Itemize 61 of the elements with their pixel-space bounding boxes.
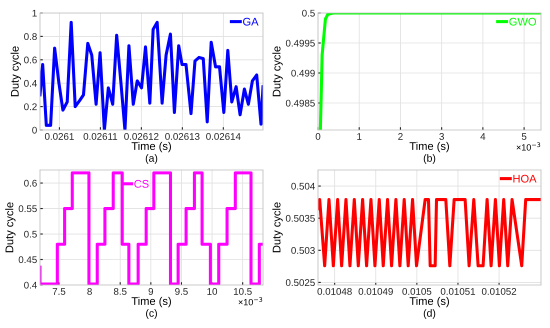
text: ×10$^{−3}$ <box>238 297 262 306</box>
x-tick-label: 4 <box>480 133 486 140</box>
text: (a) <box>146 154 158 164</box>
x-tick-label: 3 <box>439 133 444 140</box>
x-tick-label: 9 <box>148 288 154 295</box>
y-tick-label: 0 <box>32 126 37 134</box>
legend-label: GWO <box>509 18 536 26</box>
legend-label: HOA <box>513 174 537 183</box>
y-tick-label: 0.8 <box>24 33 37 40</box>
x-axis-title: Time (s) <box>410 142 449 152</box>
legend-label: CS <box>134 180 149 188</box>
y-tick-label: 0.6 <box>24 56 37 64</box>
x-tick-label: 9.5 <box>175 288 188 295</box>
y-tick-label: 0.2 <box>24 103 37 110</box>
x-tick-label: 0.01049 <box>358 288 393 295</box>
x-tick-label: 0.01048 <box>317 288 352 295</box>
y-tick-label: 0.4985 <box>286 100 315 107</box>
line-series <box>318 13 541 130</box>
y-axis-title: Duty cycle <box>5 202 16 252</box>
y-tick-label: 0.499 <box>291 70 315 77</box>
x-tick-label: 10 <box>207 288 218 295</box>
y-tick-label: 0.4 <box>24 282 37 289</box>
text: ×10$^{−3}$ <box>516 142 540 151</box>
x-tick-label: 0.0105 <box>402 288 432 295</box>
x-tick-label: 5 <box>522 133 526 140</box>
y-tick-label: 0.5 <box>24 230 37 238</box>
x-tick-label: 1 <box>357 133 362 140</box>
y-axis-title: Duty cycle <box>272 46 283 96</box>
x-tick-label: 8 <box>87 288 92 295</box>
y-tick-label: 0.6 <box>24 180 37 187</box>
x-axis-title: Time (s) <box>132 296 171 308</box>
x-tick-label: 0.02614 <box>206 133 241 140</box>
x-tick-label: 7.5 <box>52 288 66 295</box>
y-tick-label: 0.55 <box>18 205 37 212</box>
x-tick-label: 0.02611 <box>84 133 118 140</box>
x-axis-title: Time (s) <box>410 296 449 308</box>
x-tick-label: 8.5 <box>114 288 127 295</box>
x-axis-title: Time (s) <box>132 142 171 152</box>
x-tick-label: 0.02612 <box>124 133 158 140</box>
y-tick-label: 0.504 <box>291 182 315 190</box>
y-tick-label: 0.503 <box>291 247 315 254</box>
y-tick-label: 0.45 <box>18 256 37 264</box>
x-tick-label: 0.0261 <box>44 133 74 140</box>
y-tick-label: 0.5025 <box>286 279 315 286</box>
legend-label: GA <box>243 18 259 26</box>
x-tick-label: 2 <box>398 133 403 140</box>
text: (b) <box>424 154 436 164</box>
y-tick-label: 0.5035 <box>286 214 315 222</box>
y-axis-title: Duty cycle <box>10 46 21 96</box>
x-tick-label: 0.01052 <box>482 288 516 295</box>
x-tick-label: 10.5 <box>234 288 252 295</box>
x-tick-label: 0.01051 <box>440 288 476 295</box>
text: (c) <box>146 309 157 319</box>
y-tick-label: 0.4 <box>24 80 37 87</box>
x-tick-label: 0 <box>316 133 320 140</box>
x-tick-label: 0.02613 <box>165 133 200 140</box>
y-tick-label: 0.5 <box>302 10 315 17</box>
y-tick-label: 1 <box>32 10 37 17</box>
y-tick-label: 0.4995 <box>286 40 315 47</box>
y-axis-title: Duty cycle <box>272 202 283 252</box>
text: (d) <box>424 309 436 319</box>
